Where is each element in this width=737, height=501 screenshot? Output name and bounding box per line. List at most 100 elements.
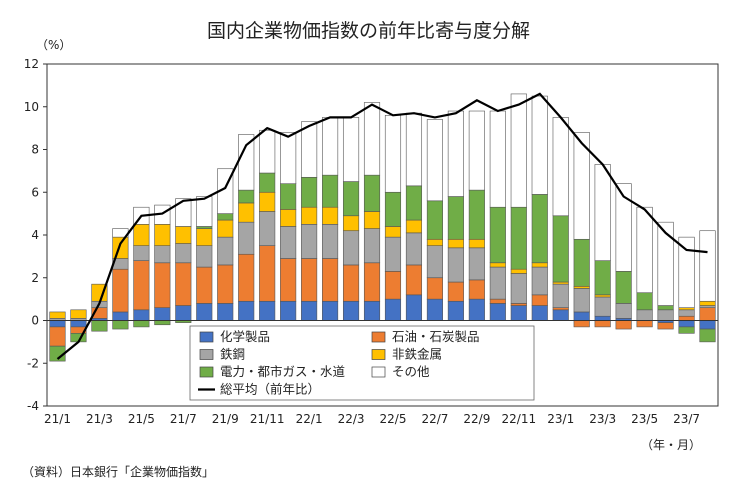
bar-segment-化学製品-22/9 [468, 298, 485, 321]
bar-segment-電力・都市ガス・水道-23/8 [699, 328, 716, 343]
bar-segment-その他-23/6 [657, 221, 674, 306]
y-tick-label: -2 [27, 356, 39, 370]
legend-swatch-鉄鋼 [199, 349, 214, 360]
bar-segment-その他-22/5 [384, 115, 402, 193]
y-tick-label: -4 [27, 399, 39, 413]
chart-title: 国内企業物価指数の前年比寄与度分解 [206, 20, 530, 42]
bar-segment-石油・石炭製品-22/4 [363, 262, 381, 302]
bar-segment-電力・都市ガス・水道-21/6 [154, 320, 171, 326]
bar-segment-電力・都市ガス・水道-21/9 [217, 213, 234, 221]
bar-segment-非鉄金属-21/12 [280, 209, 297, 227]
bar-segment-化学製品-22/2 [322, 300, 339, 321]
bar-segment-非鉄金属-21/11 [259, 191, 276, 212]
bar-segment-非鉄金属-22/3 [342, 215, 360, 232]
bar-segment-その他-23/5 [636, 206, 653, 294]
bar-segment-化学製品-22/7 [426, 298, 443, 321]
x-tick-label: 21/1 [44, 412, 71, 426]
bar-segment-石油・石炭製品-22/10 [489, 298, 506, 304]
bar-segment-化学製品-22/3 [342, 300, 360, 321]
bar-segment-鉄鋼-23/5 [636, 309, 653, 321]
x-tick-label: 22/1 [296, 412, 323, 426]
bar-segment-その他-23/1 [552, 117, 569, 217]
legend-label: 非鉄金属 [392, 347, 442, 362]
bar-segment-石油・石炭製品-23/7 [678, 315, 695, 321]
bar-segment-非鉄金属-22/7 [426, 238, 443, 246]
bar-segment-電力・都市ガス・水道-22/11 [510, 206, 527, 270]
bar-segment-非鉄金属-21/4 [112, 236, 129, 259]
legend-label: 電力・都市ガス・水道 [220, 364, 346, 379]
x-tick-label: 23/5 [631, 412, 658, 426]
legend-label: 石油・石炭製品 [392, 329, 480, 344]
bar-segment-化学製品-21/11 [259, 300, 276, 321]
bar-segment-鉄鋼-23/3 [594, 296, 611, 317]
bar-segment-石油・石炭製品-23/3 [594, 320, 611, 328]
bar-segment-その他-23/2 [573, 132, 590, 240]
bar-segment-石油・石炭製品-21/11 [259, 245, 276, 302]
x-tick-label: 21/7 [170, 412, 197, 426]
bar-segment-電力・都市ガス・水道-22/1 [301, 176, 318, 208]
bar-segment-電力・都市ガス・水道-23/4 [615, 271, 632, 304]
bar-segment-非鉄金属-23/2 [573, 285, 590, 289]
bar-segment-非鉄金属-23/7 [678, 307, 695, 311]
bar-segment-電力・都市ガス・水道-21/11 [259, 172, 276, 193]
x-tick-label: 22/11 [502, 412, 537, 426]
bar-segment-電力・都市ガス・水道-21/5 [133, 320, 150, 328]
bar-segment-非鉄金属-21/5 [133, 224, 150, 246]
bar-segment-電力・都市ガス・水道-21/8 [196, 226, 213, 229]
bar-segment-化学製品-22/11 [510, 305, 527, 321]
bar-segment-電力・都市ガス・水道-22/5 [384, 191, 402, 227]
bar-segment-電力・都市ガス・水道-21/3 [91, 320, 108, 332]
bar-segment-鉄鋼-23/2 [573, 288, 590, 313]
legend-swatch-石油・石炭製品 [371, 331, 386, 343]
y-axis-unit-label: （%） [36, 38, 72, 52]
total-average-line [56, 92, 708, 360]
bar-segment-化学製品-21/5 [133, 309, 150, 321]
bar-segment-その他-22/4 [363, 102, 381, 176]
bar-segment-石油・石炭製品-22/12 [531, 294, 548, 306]
bar-segment-石油・石炭製品-23/1 [552, 307, 569, 311]
bar-segment-非鉄金属-22/4 [363, 211, 381, 229]
bar-segment-石油・石炭製品-22/8 [447, 281, 464, 302]
bar-segment-化学製品-22/12 [531, 305, 548, 321]
y-tick-label: 10 [24, 100, 39, 114]
bar-segment-鉄鋼-21/12 [280, 226, 297, 259]
bar-segment-鉄鋼-21/7 [175, 243, 192, 264]
bar-segment-電力・都市ガス・水道-22/4 [363, 174, 381, 212]
bar-segment-石油・石炭製品-21/10 [238, 253, 255, 302]
bar-segment-その他-21/8 [196, 196, 213, 227]
bar-segment-非鉄金属-22/1 [301, 206, 318, 225]
bar-segment-その他-22/12 [531, 95, 548, 195]
bar-segment-電力・都市ガス・水道-22/8 [447, 196, 464, 240]
bar-segment-鉄鋼-22/10 [489, 266, 506, 300]
bar-segment-石油・石炭製品-23/5 [636, 320, 653, 328]
bar-segment-鉄鋼-21/9 [217, 236, 234, 266]
bar-segment-非鉄金属-23/1 [552, 281, 569, 285]
bar-segment-非鉄金属-21/10 [238, 202, 255, 223]
y-tick-label: 6 [31, 185, 39, 199]
y-tick-label: 8 [31, 143, 39, 157]
bar-segment-化学製品-21/6 [154, 307, 171, 321]
bar-segment-化学製品-21/4 [112, 311, 129, 321]
bar-segment-非鉄金属-22/12 [531, 262, 548, 268]
bar-segment-石油・石炭製品-23/8 [699, 307, 716, 321]
bar-segment-非鉄金属-21/8 [196, 228, 213, 246]
legend-swatch-非鉄金属 [371, 349, 386, 360]
bar-segment-その他-22/6 [405, 112, 423, 187]
bar-segment-鉄鋼-23/8 [699, 305, 716, 308]
bar-segment-鉄鋼-23/6 [657, 309, 674, 321]
bar-segment-非鉄金属-21/2 [70, 309, 87, 319]
bar-segment-鉄鋼-22/4 [363, 228, 381, 264]
bar-segment-化学製品-23/2 [573, 311, 590, 321]
y-tick-label: 2 [31, 271, 39, 285]
bar-segment-電力・都市ガス・水道-22/6 [405, 185, 423, 221]
bar-segment-鉄鋼-22/5 [384, 236, 402, 272]
bar-segment-鉄鋼-22/12 [531, 266, 548, 296]
x-tick-label: 21/11 [250, 412, 285, 426]
bar-segment-石油・石炭製品-22/7 [426, 277, 443, 300]
bar-segment-石油・石炭製品-22/6 [405, 264, 423, 296]
bar-segment-化学製品-22/6 [405, 294, 423, 321]
bar-segment-石油・石炭製品-22/1 [301, 258, 318, 302]
bar-segment-石油・石炭製品-22/9 [468, 279, 485, 300]
bar-segment-電力・都市ガス・水道-21/4 [112, 320, 129, 330]
bar-segment-鉄鋼-21/5 [133, 245, 150, 261]
